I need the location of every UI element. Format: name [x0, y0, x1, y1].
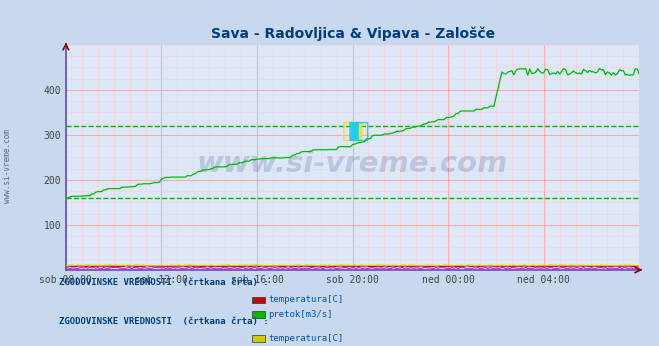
Text: ZGODOVINSKE VREDNOSTI  (črtkana črta) :: ZGODOVINSKE VREDNOSTI (črtkana črta) : [59, 317, 269, 326]
Text: ◧: ◧ [347, 118, 370, 143]
Text: www.si-vreme.com: www.si-vreme.com [3, 129, 13, 203]
Text: temperatura[C]: temperatura[C] [268, 334, 343, 343]
Text: pretok[m3/s]: pretok[m3/s] [268, 310, 333, 319]
Text: temperatura[C]: temperatura[C] [268, 295, 343, 304]
Title: Sava - Radovljica & Vipava - Zalošče: Sava - Radovljica & Vipava - Zalošče [210, 27, 495, 41]
Text: www.si-vreme.com: www.si-vreme.com [197, 150, 508, 178]
Text: ZGODOVINSKE VREDNOSTI  (črtkana črta) :: ZGODOVINSKE VREDNOSTI (črtkana črta) : [59, 279, 269, 288]
Text: ◨: ◨ [341, 118, 364, 143]
